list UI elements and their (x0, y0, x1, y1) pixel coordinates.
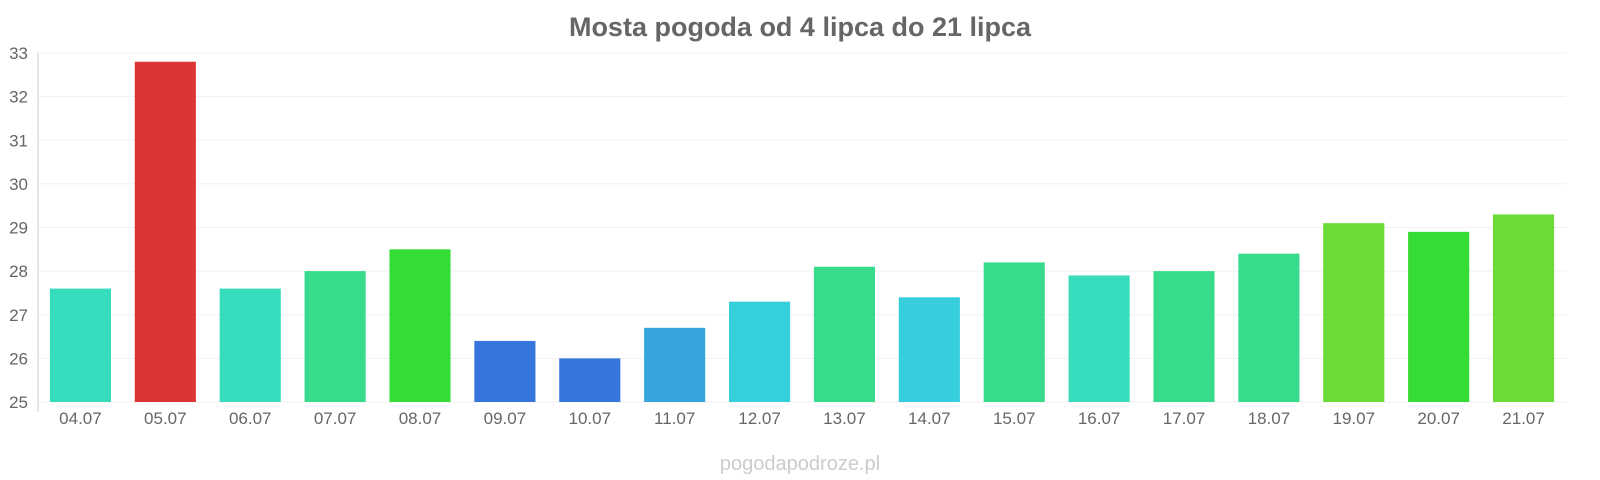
y-tick-label: 32 (9, 88, 28, 107)
x-tick-label: 13.07 (823, 409, 866, 428)
bar-12.07 (728, 301, 791, 402)
x-tick-label: 16.07 (1078, 409, 1121, 428)
x-tick-label: 06.07 (229, 409, 272, 428)
x-tick-label: 12.07 (738, 409, 781, 428)
y-tick-label: 26 (9, 349, 28, 368)
bar-09.07 (474, 340, 536, 402)
bar-13.07 (813, 266, 876, 402)
bar-21.07 (1492, 214, 1555, 402)
x-tick-label: 05.07 (144, 409, 187, 428)
y-tick-label: 29 (9, 219, 28, 238)
x-tick-label: 08.07 (399, 409, 442, 428)
x-tick-label: 10.07 (569, 409, 612, 428)
y-tick-label: 28 (9, 262, 28, 281)
x-tick-label: 17.07 (1163, 409, 1206, 428)
x-tick-label: 15.07 (993, 409, 1036, 428)
x-tick-label: 21.07 (1502, 409, 1545, 428)
bar-20.07 (1408, 231, 1470, 402)
bar-08.07 (389, 249, 451, 402)
y-tick-label: 30 (9, 175, 28, 194)
x-tick-label: 19.07 (1333, 409, 1376, 428)
bar-06.07 (219, 288, 281, 402)
bar-16.07 (1068, 275, 1130, 402)
x-tick-label: 11.07 (654, 409, 695, 428)
y-tick-label: 31 (9, 131, 28, 150)
x-axis-ticks: 04.07 05.07 06.07 07.07 08.07 09.07 10.07 11.07… (59, 409, 1545, 428)
bar-17.07 (1153, 271, 1215, 402)
y-tick-label: 27 (9, 306, 28, 325)
bar-19.07 (1323, 223, 1385, 402)
bar-14.07 (898, 297, 960, 402)
bar-04.07 (49, 288, 112, 402)
x-tick-label: 09.07 (484, 409, 527, 428)
x-tick-label: 14.07 (908, 409, 951, 428)
x-tick-label: 04.07 (59, 409, 102, 428)
bar-10.07 (559, 358, 621, 402)
watermark: pogodapodroze.pl (720, 453, 880, 475)
y-tick-label: 25 (9, 393, 28, 412)
bar-15.07 (983, 262, 1045, 402)
y-axis-ticks: 25 26 27 28 29 30 31 32 33 (9, 44, 28, 412)
x-tick-label: 07.07 (314, 409, 357, 428)
bar-18.07 (1238, 253, 1300, 402)
bar-05.07 (134, 61, 196, 402)
bars (49, 61, 1555, 402)
chart-title: Mosta pogoda od 4 lipca do 21 lipca (569, 12, 1032, 42)
bar-07.07 (304, 271, 366, 402)
y-tick-label: 33 (9, 44, 28, 63)
bar-11.07 (644, 327, 706, 402)
x-tick-label: 18.07 (1248, 409, 1291, 428)
grid-lines (38, 52, 1566, 403)
x-tick-label: 20.07 (1417, 409, 1460, 428)
